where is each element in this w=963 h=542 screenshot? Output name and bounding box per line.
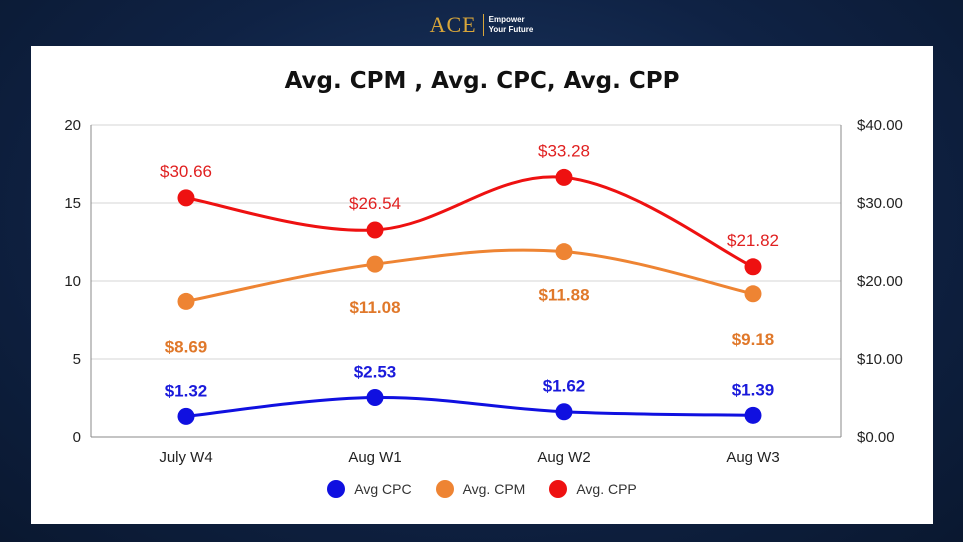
data-point bbox=[366, 221, 384, 239]
data-label: $1.32 bbox=[165, 381, 208, 400]
legend-label: Avg. CPP bbox=[576, 481, 637, 497]
data-point bbox=[555, 243, 573, 261]
data-label: $30.66 bbox=[160, 162, 212, 181]
data-point bbox=[177, 189, 195, 207]
legend-item: Avg. CPM bbox=[435, 480, 526, 498]
data-point bbox=[744, 285, 762, 303]
data-label: $26.54 bbox=[349, 194, 401, 213]
brand-tagline: Empower Your Future bbox=[484, 15, 534, 35]
y-left-tick-label: 15 bbox=[64, 195, 81, 212]
series-line bbox=[185, 175, 754, 269]
y-right-tick-label: $20.00 bbox=[857, 273, 903, 290]
data-label: $11.08 bbox=[349, 298, 400, 317]
legend-marker bbox=[435, 480, 454, 498]
brand-tagline-line1: Empower bbox=[488, 15, 525, 24]
series-line bbox=[185, 248, 754, 303]
brand-tagline-line2: Your Future bbox=[488, 25, 534, 34]
y-right-tick-label: $40.00 bbox=[857, 117, 903, 134]
legend-marker bbox=[549, 480, 568, 498]
data-point bbox=[555, 403, 573, 421]
line-chart: 0 5 10 15 20 $0.00 $10.00 $20.00 $30.00 $40.00 Jul… bbox=[64, 117, 903, 466]
chart-card: Avg. CPM , Avg. CPC, Avg. CPP 0 5 10 15 20 $0… bbox=[31, 46, 933, 524]
series-line bbox=[185, 396, 754, 418]
data-label: $2.53 bbox=[354, 363, 397, 382]
legend-item: Avg. CPP bbox=[549, 480, 637, 498]
chart-title: Avg. CPM , Avg. CPC, Avg. CPP bbox=[284, 68, 680, 94]
x-tick-label: Aug W1 bbox=[348, 449, 401, 466]
data-point bbox=[744, 258, 762, 276]
y-left-tick-label: 0 bbox=[73, 429, 81, 446]
x-tick-label: Aug W2 bbox=[537, 449, 590, 466]
chart-legend: Avg CPC Avg. CPM Avg. CPP bbox=[31, 480, 933, 498]
y-left-tick-label: 20 bbox=[64, 117, 81, 134]
y-left-tick-label: 5 bbox=[73, 351, 81, 368]
x-tick-label: July W4 bbox=[159, 449, 212, 466]
data-point bbox=[366, 389, 384, 407]
data-label: $1.39 bbox=[732, 380, 775, 399]
data-label: $1.62 bbox=[543, 377, 586, 396]
data-point bbox=[177, 407, 195, 425]
legend-label: Avg CPC bbox=[354, 481, 412, 497]
y-right-tick-label: $30.00 bbox=[857, 195, 903, 212]
legend-item: Avg CPC bbox=[327, 480, 412, 498]
brand-name: ACE bbox=[430, 14, 484, 36]
brand-logo: ACE Empower Your Future bbox=[0, 10, 963, 40]
data-point bbox=[177, 292, 195, 310]
data-label: $33.28 bbox=[538, 141, 590, 160]
legend-label: Avg. CPM bbox=[462, 481, 526, 497]
data-point bbox=[744, 406, 762, 424]
y-left-tick-label: 10 bbox=[64, 273, 81, 290]
y-right-tick-label: $10.00 bbox=[857, 351, 903, 368]
data-point bbox=[555, 168, 573, 186]
data-label: $8.69 bbox=[165, 337, 208, 356]
data-label: $11.88 bbox=[538, 286, 589, 305]
y-right-tick-label: $0.00 bbox=[857, 429, 895, 446]
data-label: $21.82 bbox=[727, 231, 779, 250]
legend-marker bbox=[327, 480, 346, 498]
data-label: $9.18 bbox=[732, 330, 775, 349]
x-tick-label: Aug W3 bbox=[726, 449, 779, 466]
data-point bbox=[366, 255, 384, 273]
